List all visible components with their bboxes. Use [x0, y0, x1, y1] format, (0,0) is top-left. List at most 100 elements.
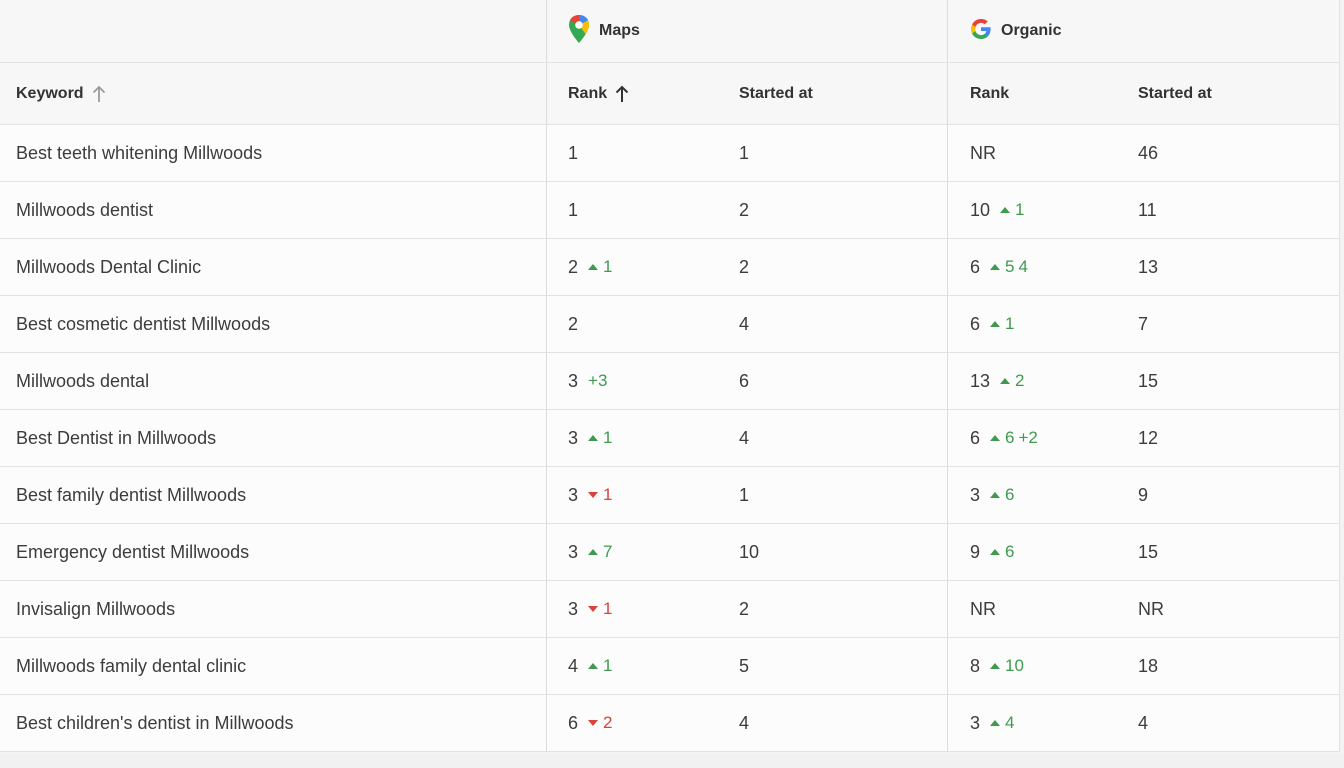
- triangle-up-icon: [990, 321, 1001, 327]
- triangle-up-icon: [990, 435, 1001, 441]
- keyword-cell: Best children's dentist in Millwoods: [0, 695, 547, 751]
- organic-started-column-header[interactable]: Started at: [1116, 63, 1340, 124]
- keyword-cell-value: Emergency dentist Millwoods: [16, 541, 250, 562]
- maps-started-cell-value: 1: [739, 484, 750, 505]
- organic-rank-cell: 10 1: [948, 182, 1116, 238]
- triangle-up-icon: [990, 492, 1001, 498]
- rank-change-value: 1: [603, 428, 613, 447]
- organic-rank-column-header[interactable]: Rank: [948, 63, 1116, 124]
- rank-change-up: 4: [990, 713, 1014, 733]
- organic-started-cell-value: 13: [1138, 256, 1159, 277]
- sort-ascending-icon[interactable]: [92, 85, 106, 103]
- maps-rank-cell-value: 2: [568, 313, 579, 334]
- organic-rank-cell-value: 8: [970, 655, 981, 676]
- maps-rank-cell-value: 1: [568, 142, 579, 163]
- maps-started-cell-value: 2: [739, 598, 750, 619]
- table-row[interactable]: Best children's dentist in Millwoods 6 2 4 3…: [0, 695, 1340, 752]
- maps-started-cell-value: 2: [739, 256, 750, 277]
- organic-rank-cell: 8 10: [948, 638, 1116, 694]
- keyword-cell: Millwoods dental: [0, 353, 547, 409]
- table-row[interactable]: Millwoods family dental clinic 4 1 5 8 10 18: [0, 638, 1340, 695]
- maps-rank-cell: 1: [547, 125, 718, 181]
- rank-change-value: 4: [1005, 713, 1015, 732]
- organic-rank-cell: 6 6 +2: [948, 410, 1116, 466]
- organic-rank-cell-value: 13: [970, 370, 991, 391]
- maps-started-cell: 4: [718, 410, 948, 466]
- triangle-up-icon: [1000, 207, 1011, 213]
- sort-ascending-icon[interactable]: [615, 85, 629, 103]
- keyword-cell-value: Best children's dentist in Millwoods: [16, 712, 294, 733]
- rank-change-extra: 4: [1018, 257, 1028, 276]
- maps-started-cell-value: 6: [739, 370, 750, 391]
- maps-started-cell: 2: [718, 182, 948, 238]
- organic-started-cell: NR: [1116, 581, 1340, 637]
- table-row[interactable]: Millwoods dentist 1 2 10 1 11: [0, 182, 1340, 239]
- organic-started-cell: 9: [1116, 467, 1340, 523]
- triangle-up-icon: [990, 264, 1001, 270]
- triangle-up-icon: [588, 549, 599, 555]
- table-row[interactable]: Invisalign Millwoods 3 1 2 NR NR: [0, 581, 1340, 638]
- rank-change-value: 6: [1005, 485, 1015, 504]
- maps-rank-cell-value: 6: [568, 712, 579, 733]
- keyword-cell-value: Invisalign Millwoods: [16, 598, 176, 619]
- organic-started-cell-value: 18: [1138, 655, 1159, 676]
- maps-rank-column-header[interactable]: Rank: [547, 63, 718, 124]
- rank-change-value: 6: [1005, 428, 1015, 447]
- table-row[interactable]: Best teeth whitening Millwoods 1 1 NR 46: [0, 125, 1340, 182]
- organic-started-cell-value: 7: [1138, 313, 1149, 334]
- table-row[interactable]: Best family dentist Millwoods 3 1 1 3 6 9: [0, 467, 1340, 524]
- organic-started-cell-value: 46: [1138, 142, 1159, 163]
- organic-rank-cell-value: 6: [970, 256, 981, 277]
- rank-change-value: 2: [603, 713, 613, 732]
- rank-change-value: +3: [588, 371, 608, 390]
- organic-rank-header-label: Rank: [970, 84, 1010, 102]
- organic-started-header-label: Started at: [1138, 84, 1212, 102]
- rank-change-up: 6: [990, 542, 1014, 562]
- google-maps-pin-icon: [568, 14, 590, 49]
- organic-rank-cell-value: 10: [970, 199, 991, 220]
- maps-rank-cell: 1: [547, 182, 718, 238]
- maps-started-cell: 2: [718, 239, 948, 295]
- table-row[interactable]: Millwoods dental 3 +3 6 13 2 15: [0, 353, 1340, 410]
- keyword-cell: Best Dentist in Millwoods: [0, 410, 547, 466]
- column-header-row: Keyword Rank Started at Rank Started at: [0, 63, 1340, 125]
- rank-change-up: 1: [990, 314, 1014, 334]
- table-row[interactable]: Emergency dentist Millwoods 3 7 10 9 6 15: [0, 524, 1340, 581]
- organic-rank-cell: NR: [948, 581, 1116, 637]
- maps-started-cell-value: 4: [739, 313, 750, 334]
- keyword-cell-value: Best Dentist in Millwoods: [16, 427, 217, 448]
- rank-change-value: 1: [1005, 314, 1015, 333]
- table-row[interactable]: Best cosmetic dentist Millwoods 2 4 6 1 7: [0, 296, 1340, 353]
- keyword-cell: Emergency dentist Millwoods: [0, 524, 547, 580]
- maps-started-cell: 10: [718, 524, 948, 580]
- keyword-cell-value: Millwoods dental: [16, 370, 150, 391]
- organic-rank-cell-value: 6: [970, 427, 981, 448]
- maps-started-cell: 6: [718, 353, 948, 409]
- maps-rank-cell-value: 3: [568, 370, 579, 391]
- maps-rank-cell: 2: [547, 296, 718, 352]
- table-row[interactable]: Best Dentist in Millwoods 3 1 4 6 6 +2 12: [0, 410, 1340, 467]
- maps-started-column-header[interactable]: Started at: [718, 63, 948, 124]
- organic-started-cell: 7: [1116, 296, 1340, 352]
- triangle-up-icon: [588, 264, 599, 270]
- rank-change-value: 2: [1015, 371, 1025, 390]
- organic-started-cell: 11: [1116, 182, 1340, 238]
- maps-started-cell-value: 5: [739, 655, 750, 676]
- rank-table: Maps Organic Keyword: [0, 0, 1340, 752]
- keyword-cell: Millwoods family dental clinic: [0, 638, 547, 694]
- keyword-column-header[interactable]: Keyword: [0, 63, 547, 124]
- organic-started-cell: 13: [1116, 239, 1340, 295]
- keyword-cell-value: Millwoods Dental Clinic: [16, 256, 202, 277]
- organic-started-cell-value: 4: [1138, 712, 1149, 733]
- table-row[interactable]: Millwoods Dental Clinic 2 1 2 6 5 4 13: [0, 239, 1340, 296]
- organic-started-cell: 4: [1116, 695, 1340, 751]
- organic-started-cell-value: 11: [1138, 199, 1157, 220]
